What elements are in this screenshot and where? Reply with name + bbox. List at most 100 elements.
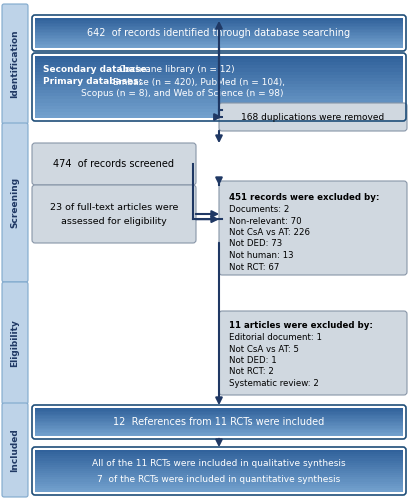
FancyBboxPatch shape — [32, 143, 196, 185]
Text: Systematic review: 2: Systematic review: 2 — [229, 379, 319, 388]
Text: Primary databases:: Primary databases: — [43, 78, 142, 86]
Bar — [35, 422, 403, 424]
Text: Documents: 2: Documents: 2 — [229, 205, 289, 214]
Bar — [35, 24, 403, 26]
Bar — [35, 452, 403, 454]
Bar — [35, 423, 403, 425]
Bar — [35, 46, 403, 48]
Bar — [35, 412, 403, 414]
Bar — [35, 414, 403, 416]
Bar — [35, 19, 403, 21]
Bar — [35, 458, 403, 460]
Text: Embase (n = 420), PubMed (n = 104),: Embase (n = 420), PubMed (n = 104), — [113, 78, 285, 86]
Bar — [35, 464, 403, 467]
Bar — [35, 62, 403, 66]
Text: Non-relevant: 70: Non-relevant: 70 — [229, 216, 302, 226]
Bar — [35, 470, 403, 473]
Bar — [35, 56, 403, 59]
Bar — [35, 456, 403, 458]
Bar — [35, 84, 403, 87]
Bar — [35, 112, 403, 115]
Bar — [35, 80, 403, 84]
Bar — [35, 462, 403, 464]
Bar — [35, 454, 403, 456]
Text: assessed for eligibility: assessed for eligibility — [61, 216, 167, 226]
FancyBboxPatch shape — [32, 185, 196, 243]
Bar — [35, 424, 403, 426]
Bar — [35, 43, 403, 45]
FancyBboxPatch shape — [219, 311, 407, 395]
Bar — [35, 428, 403, 430]
Bar — [35, 58, 403, 62]
Bar — [35, 413, 403, 415]
Bar — [35, 418, 403, 420]
Bar — [35, 460, 403, 462]
Bar — [35, 68, 403, 71]
Bar — [35, 466, 403, 469]
Bar — [35, 96, 403, 100]
Text: Not RCT: 67: Not RCT: 67 — [229, 262, 279, 272]
Bar — [35, 432, 403, 434]
Bar — [35, 77, 403, 81]
Bar — [35, 28, 403, 30]
Bar — [35, 474, 403, 478]
Bar — [35, 92, 403, 96]
Text: 168 duplications were removed: 168 duplications were removed — [241, 112, 385, 122]
FancyBboxPatch shape — [2, 282, 28, 404]
Bar — [35, 472, 403, 475]
Text: Scopus (n = 8), and Web of Science (n = 98): Scopus (n = 8), and Web of Science (n = … — [81, 90, 283, 98]
Bar — [35, 20, 403, 22]
Bar — [35, 105, 403, 108]
Text: Included: Included — [10, 428, 19, 472]
Bar — [35, 71, 403, 74]
Bar — [35, 427, 403, 429]
Bar — [35, 40, 403, 42]
Bar — [35, 410, 403, 412]
Text: Secondary database:: Secondary database: — [43, 66, 150, 74]
Bar — [35, 477, 403, 480]
Bar — [35, 108, 403, 112]
Bar — [35, 31, 403, 33]
Bar — [35, 490, 403, 492]
Text: 642  of records identified through database searching: 642 of records identified through databa… — [87, 28, 351, 38]
Bar — [35, 42, 403, 43]
Text: Not RCT: 2: Not RCT: 2 — [229, 368, 274, 376]
Text: 7  of the RCTs were included in quantitative synthesis: 7 of the RCTs were included in quantitat… — [97, 474, 341, 484]
Bar — [35, 38, 403, 40]
Bar — [35, 114, 403, 118]
Bar — [35, 468, 403, 471]
Bar — [35, 37, 403, 39]
Text: Not CsA vs AT: 5: Not CsA vs AT: 5 — [229, 344, 299, 354]
Text: Eligibility: Eligibility — [10, 319, 19, 367]
Bar — [35, 408, 403, 410]
Bar — [35, 25, 403, 27]
Bar — [35, 30, 403, 32]
Bar — [35, 430, 403, 432]
Text: Not DED: 1: Not DED: 1 — [229, 356, 277, 365]
Bar — [35, 420, 403, 422]
Text: 451 records were excluded by:: 451 records were excluded by: — [229, 194, 379, 202]
Bar — [35, 99, 403, 102]
Bar — [35, 416, 403, 418]
Bar — [35, 450, 403, 452]
Text: 11 articles were excluded by:: 11 articles were excluded by: — [229, 322, 373, 330]
Text: 23 of full-text articles were: 23 of full-text articles were — [50, 202, 178, 211]
Bar — [35, 22, 403, 24]
Text: 474  of records screened: 474 of records screened — [54, 159, 175, 169]
Bar — [35, 434, 403, 436]
Text: Cochrane library (n = 12): Cochrane library (n = 12) — [119, 66, 234, 74]
Bar — [35, 418, 403, 419]
Bar — [35, 481, 403, 484]
Bar — [35, 18, 403, 20]
Bar — [35, 32, 403, 34]
FancyBboxPatch shape — [2, 123, 28, 282]
Bar — [35, 485, 403, 488]
Bar — [35, 102, 403, 106]
Bar — [35, 432, 403, 433]
Text: All of the 11 RCTs were included in qualitative synthesis: All of the 11 RCTs were included in qual… — [92, 458, 346, 468]
Bar — [35, 74, 403, 78]
Bar — [35, 86, 403, 90]
Bar — [35, 483, 403, 486]
Bar — [35, 426, 403, 428]
Text: Screening: Screening — [10, 177, 19, 228]
